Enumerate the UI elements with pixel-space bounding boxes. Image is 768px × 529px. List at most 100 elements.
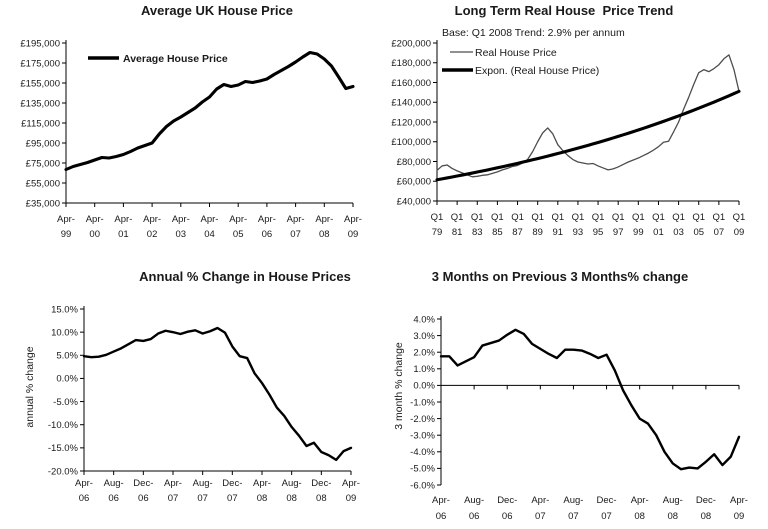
x-tick-label: 07 bbox=[714, 227, 725, 238]
chart-title: Average UK House Price bbox=[141, 3, 293, 18]
x-tick-label: 85 bbox=[492, 227, 503, 238]
x-tick-label: 07 bbox=[601, 511, 612, 522]
y-tick-label: 10.0% bbox=[51, 327, 78, 338]
y-tick-label: -20.0% bbox=[48, 466, 79, 477]
series-line-annual-change bbox=[82, 326, 353, 462]
x-tick-label: Apr- bbox=[432, 495, 450, 506]
y-tick-label: £195,000 bbox=[20, 38, 60, 49]
x-tick-label: Q1 bbox=[733, 212, 746, 223]
x-tick-label: 07 bbox=[535, 511, 546, 522]
x-tick-label: Dec- bbox=[222, 478, 242, 489]
x-tick-label: Dec- bbox=[696, 495, 716, 506]
x-tick-label: Q1 bbox=[471, 212, 484, 223]
legend-label-expon-real-house-price: Expon. (Real House Price) bbox=[475, 65, 599, 77]
y-tick-label: £200,000 bbox=[391, 38, 431, 49]
y-tick-label: -15.0% bbox=[48, 443, 79, 454]
legend-label-real-house-price: Real House Price bbox=[475, 47, 557, 59]
x-tick-label: Q1 bbox=[672, 212, 685, 223]
x-tick-label: Q1 bbox=[572, 212, 585, 223]
x-tick-label: 08 bbox=[319, 229, 330, 240]
x-tick-label: Dec- bbox=[597, 495, 617, 506]
x-tick-label: Dec- bbox=[133, 478, 153, 489]
x-tick-label: Aug- bbox=[193, 478, 213, 489]
x-tick-label: 06 bbox=[79, 493, 90, 504]
x-tick-label: Apr- bbox=[342, 478, 360, 489]
x-tick-label: 02 bbox=[147, 229, 158, 240]
y-tick-label: £140,000 bbox=[391, 98, 431, 109]
y-tick-label: £60,000 bbox=[397, 177, 431, 188]
x-tick-label: Aug- bbox=[464, 495, 484, 506]
x-tick-label: Apr- bbox=[143, 214, 161, 225]
x-tick-label: 83 bbox=[472, 227, 483, 238]
x-tick-label: Apr- bbox=[75, 478, 93, 489]
trend-annotation: Base: Q1 2008 Trend: 2.9% per annum bbox=[442, 27, 625, 39]
x-tick-label: Q1 bbox=[713, 212, 726, 223]
y-tick-label: 15.0% bbox=[51, 304, 78, 315]
x-tick-label: Q1 bbox=[511, 212, 524, 223]
chart-title: Long Term Real House Price Trend bbox=[454, 3, 674, 18]
x-tick-label: Q1 bbox=[491, 212, 504, 223]
x-tick-label: 08 bbox=[286, 493, 297, 504]
average-uk-house-price-plot: £195,000 £175,000 £155,000 £135,000 £115,000… bbox=[20, 38, 362, 240]
x-tick-label: 79 bbox=[432, 227, 443, 238]
x-tick-label: 08 bbox=[701, 511, 712, 522]
series-line-average-house-price bbox=[64, 50, 355, 172]
x-tick-label: Dec- bbox=[311, 478, 331, 489]
x-tick-label: 09 bbox=[348, 229, 359, 240]
x-tick-label: Aug- bbox=[282, 478, 302, 489]
x-tick-label: Q1 bbox=[692, 212, 705, 223]
y-tick-label: 3.0% bbox=[413, 331, 435, 342]
x-tick-label: 06 bbox=[469, 511, 480, 522]
y-tick-label: £155,000 bbox=[20, 78, 60, 89]
x-tick-label: Apr- bbox=[631, 495, 649, 506]
x-tick-label: 06 bbox=[262, 229, 273, 240]
x-tick-label: Apr- bbox=[57, 214, 75, 225]
x-tick-label: 99 bbox=[633, 227, 644, 238]
x-tick-label: Dec- bbox=[497, 495, 517, 506]
x-tick-label: Aug- bbox=[563, 495, 583, 506]
x-tick-label: 09 bbox=[734, 511, 745, 522]
y-tick-label: £80,000 bbox=[397, 157, 431, 168]
y-tick-label: 1.0% bbox=[413, 364, 435, 375]
x-tick-label: Apr- bbox=[287, 214, 305, 225]
y-tick-label: -6.0% bbox=[410, 480, 435, 491]
x-tick-label: Q1 bbox=[632, 212, 645, 223]
y-tick-label: £115,000 bbox=[21, 118, 60, 129]
x-tick-label: 04 bbox=[204, 229, 215, 240]
x-tick-label: Aug- bbox=[663, 495, 683, 506]
x-tick-label: 81 bbox=[452, 227, 463, 238]
chart-title: Annual % Change in House Prices bbox=[139, 269, 351, 284]
y-tick-label: £120,000 bbox=[391, 117, 431, 128]
x-tick-label: Q1 bbox=[652, 212, 665, 223]
y-tick-label: £95,000 bbox=[26, 138, 60, 149]
y-tick-label: -10.0% bbox=[48, 420, 79, 431]
y-tick-label: 2.0% bbox=[413, 348, 435, 359]
chart-three-month-pct-change: 3 Months on Previous 3 Months% change 3 … bbox=[384, 264, 768, 529]
x-tick-label: Apr- bbox=[229, 214, 247, 225]
long-term-real-house-price-plot: £200,000 £180,000 £160,000 £140,000 £120,000… bbox=[391, 38, 746, 238]
x-tick-label: 09 bbox=[346, 493, 357, 504]
y-tick-label: 0.0% bbox=[413, 381, 435, 392]
x-tick-label: Q1 bbox=[612, 212, 625, 223]
y-tick-label: £180,000 bbox=[391, 58, 431, 69]
x-tick-label: Q1 bbox=[531, 212, 544, 223]
x-tick-label: 03 bbox=[176, 229, 187, 240]
y-tick-label: £135,000 bbox=[20, 98, 60, 109]
x-tick-label: 07 bbox=[568, 511, 579, 522]
x-tick-label: 05 bbox=[233, 229, 244, 240]
y-tick-label: -5.0% bbox=[53, 397, 78, 408]
y-tick-label: 5.0% bbox=[56, 351, 78, 362]
x-tick-label: 08 bbox=[257, 493, 268, 504]
x-tick-label: 06 bbox=[138, 493, 149, 504]
x-tick-label: Apr- bbox=[315, 214, 333, 225]
chart-title: 3 Months on Previous 3 Months% change bbox=[431, 269, 689, 284]
legend-label-average-house-price: Average House Price bbox=[123, 53, 228, 65]
x-tick-label: Apr- bbox=[114, 214, 132, 225]
x-tick-label: 97 bbox=[613, 227, 624, 238]
y-tick-label: £35,000 bbox=[26, 198, 60, 209]
x-tick-label: Q1 bbox=[551, 212, 564, 223]
y-tick-label: -3.0% bbox=[410, 431, 435, 442]
x-tick-label: 89 bbox=[532, 227, 543, 238]
x-tick-label: 08 bbox=[316, 493, 327, 504]
